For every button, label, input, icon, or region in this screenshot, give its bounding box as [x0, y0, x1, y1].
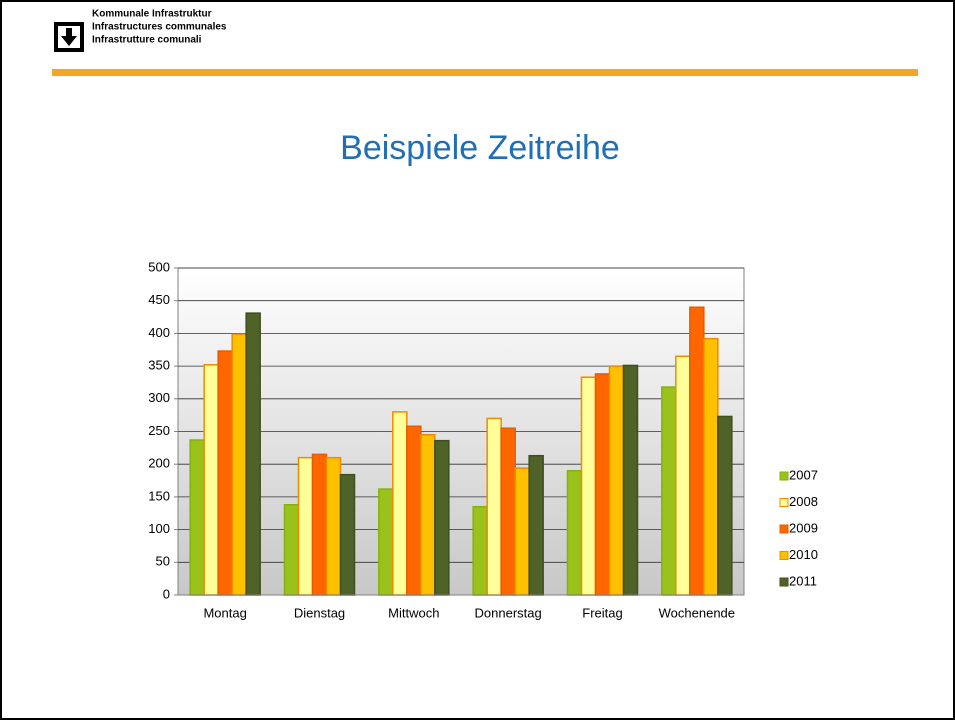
bar [231, 333, 247, 596]
y-tick-label: 450 [148, 292, 170, 307]
y-tick-label: 0 [163, 586, 170, 601]
bar [325, 456, 342, 596]
chart-title: Beispiele Zeitreihe [340, 129, 620, 167]
bar [472, 505, 488, 596]
legend-label: 2007 [789, 467, 818, 482]
header-line: Kommunale Infrastruktur [92, 9, 212, 20]
bar [661, 386, 677, 596]
bar [703, 337, 719, 596]
bar [245, 312, 261, 596]
x-tick-label: Donnerstag [475, 605, 542, 620]
legend-label: 2008 [789, 494, 818, 509]
bar [580, 376, 597, 596]
bar [717, 415, 733, 596]
legend-label: 2009 [789, 520, 818, 535]
y-tick-label: 300 [148, 390, 170, 405]
legend-label: 2011 [789, 573, 817, 588]
bar [594, 373, 611, 596]
y-tick-label: 500 [148, 259, 170, 274]
y-tick-label: 100 [148, 521, 170, 536]
bar [217, 350, 233, 596]
legend-swatch [779, 498, 789, 507]
bar [406, 425, 422, 596]
bar [283, 503, 300, 596]
bar [203, 364, 219, 596]
x-tick-label: Mittwoch [388, 605, 439, 620]
legend-swatch [779, 577, 789, 587]
legend-swatch [779, 551, 789, 560]
bar [675, 355, 691, 596]
bar [297, 456, 314, 596]
bar [311, 453, 328, 596]
bar [689, 306, 705, 596]
y-tick-label: 350 [148, 358, 170, 373]
bar [189, 439, 205, 596]
header-bar [52, 69, 918, 76]
x-tick-label: Wochenende [659, 605, 735, 620]
bar [420, 434, 436, 596]
header-line: Infrastrutture comunali [92, 35, 202, 46]
legend-swatch [779, 524, 789, 534]
bar [500, 427, 516, 596]
bar [514, 467, 530, 596]
bar [378, 488, 394, 596]
bar [528, 454, 544, 596]
legend-label: 2010 [789, 547, 818, 562]
bar [608, 365, 625, 596]
header-line: Infrastructures communales [92, 22, 227, 33]
x-tick-label: Dienstag [294, 605, 345, 620]
y-tick-label: 150 [148, 488, 170, 503]
bar [622, 364, 639, 596]
bar [392, 411, 408, 596]
bar [434, 439, 450, 596]
bar [486, 417, 502, 596]
bar [566, 469, 583, 596]
y-tick-label: 50 [156, 554, 170, 569]
y-tick-label: 250 [148, 423, 170, 438]
bar [339, 473, 356, 596]
y-tick-label: 200 [148, 456, 170, 471]
y-tick-label: 400 [148, 325, 170, 340]
logo [54, 22, 84, 52]
legend-swatch [779, 471, 789, 481]
x-tick-label: Freitag [582, 605, 622, 620]
x-tick-label: Montag [203, 605, 246, 620]
